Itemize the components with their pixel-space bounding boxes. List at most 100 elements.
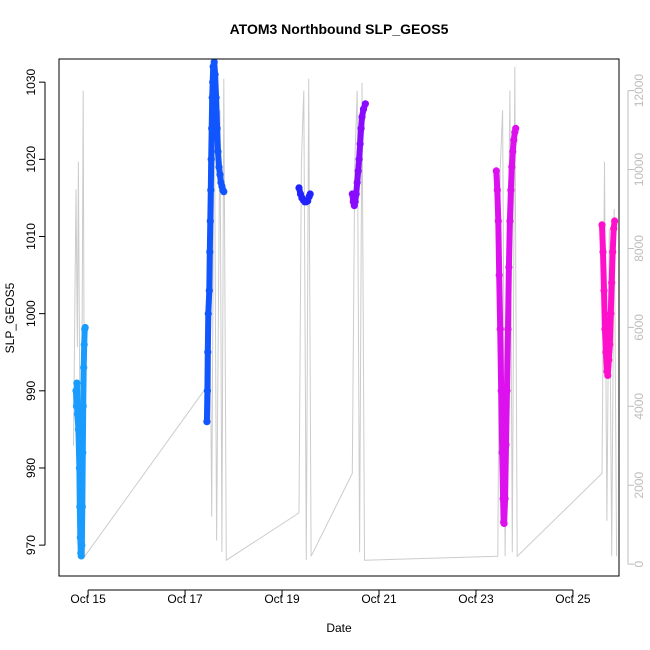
data-point <box>203 418 211 426</box>
y2-tick-label: 10000 <box>632 152 646 186</box>
y2-tick-label: 0 <box>632 561 646 568</box>
x-tick-label: Oct 17 <box>167 592 203 606</box>
series-2 <box>203 58 228 426</box>
data-point <box>493 186 501 194</box>
data-point <box>611 217 619 225</box>
data-point <box>214 148 222 156</box>
data-point <box>497 387 505 395</box>
data-point <box>204 310 212 318</box>
data-point <box>80 340 88 349</box>
data-point <box>498 448 506 457</box>
x-axis-label: Date <box>326 621 352 635</box>
series-6-line <box>599 218 618 379</box>
data-point <box>599 248 607 256</box>
data-point <box>220 188 228 196</box>
data-point <box>295 184 303 192</box>
series-1 <box>72 323 89 560</box>
data-point <box>606 340 614 349</box>
chart-title: ATOM3 Northbound SLP_GEOS5 <box>230 21 449 37</box>
data-point <box>505 263 513 271</box>
series-5-line <box>493 125 519 527</box>
data-point <box>353 178 361 187</box>
data-point <box>354 167 362 175</box>
data-point <box>601 325 609 333</box>
data-point <box>508 163 516 171</box>
data-point <box>501 495 509 503</box>
x-tick-label: Oct 19 <box>264 592 300 606</box>
data-point <box>358 113 366 121</box>
data-point <box>496 325 504 333</box>
data-point <box>211 70 219 78</box>
x-tick-label: Oct 15 <box>70 592 106 606</box>
data-point <box>357 124 365 132</box>
data-point <box>609 248 617 256</box>
y-tick-label: 1010 <box>24 223 38 250</box>
data-point <box>503 387 511 395</box>
series-4 <box>348 100 369 210</box>
data-point <box>602 348 610 356</box>
y-tick-label: 970 <box>24 535 38 555</box>
data-point <box>76 533 84 542</box>
data-point <box>72 402 81 410</box>
data-point <box>205 286 213 295</box>
y2-tick-label: 8000 <box>632 235 646 262</box>
y2-tick-label: 12000 <box>632 74 646 108</box>
data-point <box>604 371 612 379</box>
data-point <box>80 364 88 372</box>
data-point <box>492 167 500 175</box>
data-point <box>502 441 510 449</box>
data-point <box>507 186 515 194</box>
y2-tick-label: 4000 <box>632 393 646 420</box>
data-point <box>75 464 83 472</box>
data-point <box>352 190 360 198</box>
data-point <box>607 310 615 318</box>
data-point <box>207 186 215 194</box>
altitude-trace-layer <box>73 66 618 562</box>
data-point <box>500 519 508 528</box>
data-point <box>72 387 80 395</box>
series-5 <box>492 124 520 528</box>
data-point <box>77 552 85 560</box>
data-point <box>509 148 517 156</box>
x-tick-label: Oct 23 <box>458 592 494 606</box>
data-point <box>361 100 369 108</box>
y-tick-label: 1020 <box>24 146 38 173</box>
altitude-trace-line <box>73 66 618 562</box>
data-point <box>206 248 214 256</box>
data-point <box>212 94 220 102</box>
data-point <box>207 155 215 163</box>
data-point <box>510 136 518 144</box>
x-tick-label: Oct 21 <box>361 592 397 606</box>
data-point <box>213 124 221 132</box>
data-point <box>203 387 211 395</box>
data-point <box>73 410 81 418</box>
plot-frame <box>58 58 620 577</box>
series-layer <box>72 58 619 560</box>
data-point <box>74 425 82 433</box>
data-point <box>494 217 502 225</box>
data-point <box>351 198 359 206</box>
data-point <box>204 348 212 356</box>
data-point <box>605 356 613 364</box>
data-point <box>216 171 224 179</box>
data-point <box>209 78 217 86</box>
data-point <box>512 124 520 132</box>
data-point <box>506 217 514 225</box>
y-tick-label: 990 <box>24 380 38 400</box>
axes-layer: Oct 15 Oct 17 Oct 19 Oct 21 Oct 23 Oct 25 970 9… <box>24 68 646 606</box>
data-point <box>81 323 89 332</box>
series-3 <box>295 184 314 206</box>
y2-tick-label: 2000 <box>632 472 646 499</box>
data-point <box>598 221 606 229</box>
data-point <box>610 225 618 233</box>
data-point <box>208 124 216 132</box>
data-point <box>206 217 214 225</box>
data-point <box>600 286 608 295</box>
x-tick-label: Oct 25 <box>555 592 591 606</box>
data-point <box>73 379 81 387</box>
y-axis-label: SLP_GEOS5 <box>3 282 17 353</box>
data-point <box>215 163 223 171</box>
series-6 <box>598 217 619 379</box>
y-tick-label: 980 <box>24 458 38 478</box>
